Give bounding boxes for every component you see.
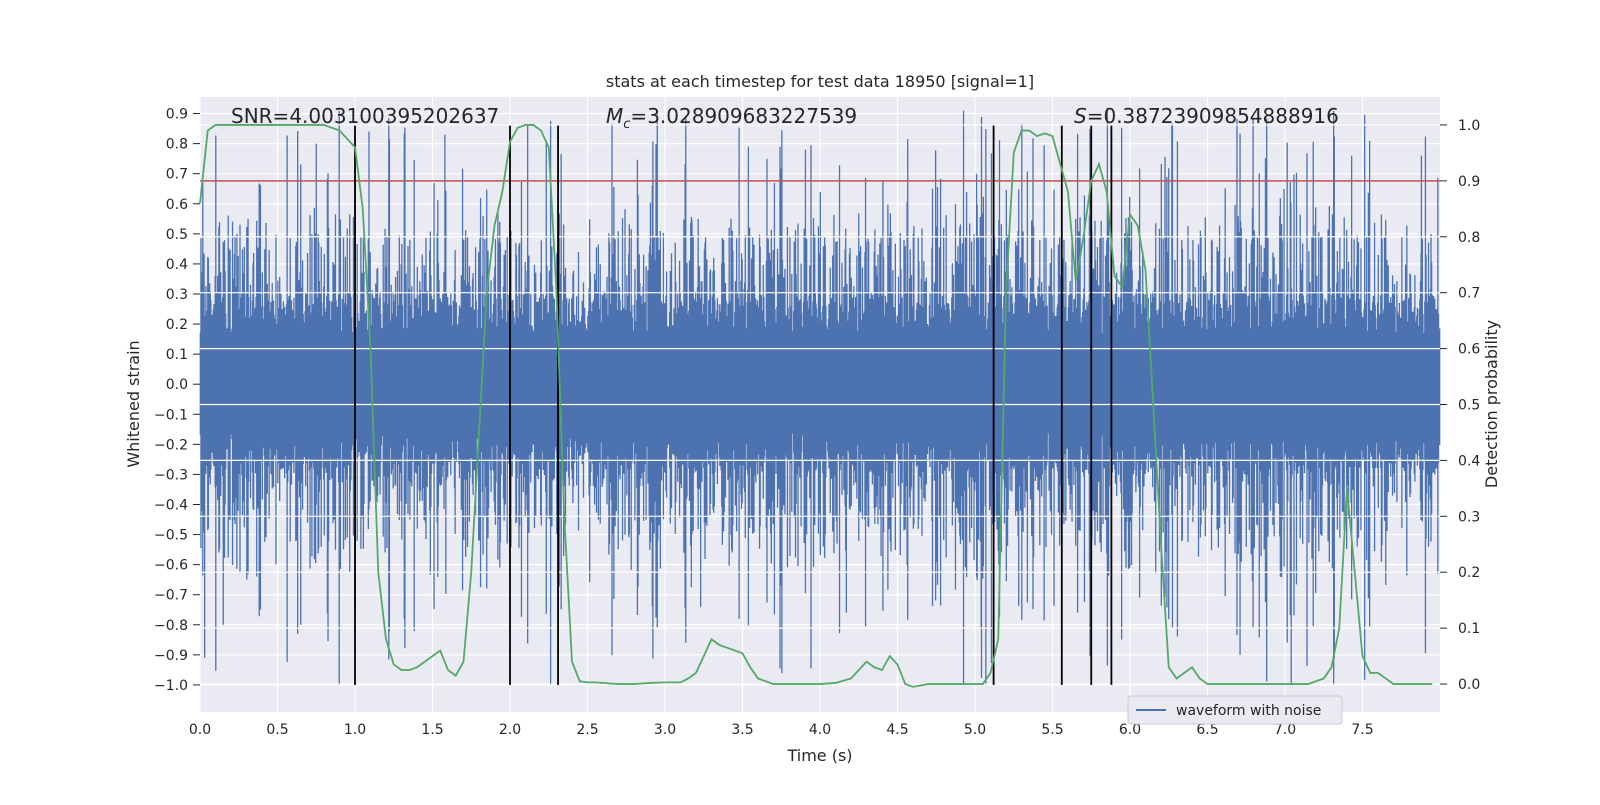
vertical-markers (354, 125, 1113, 685)
y-left-tick-label-11: −0.2 (154, 437, 188, 453)
y-left-axis-label: Whitened strain (124, 340, 143, 467)
y-right-tick-label-3: 0.7 (1458, 286, 1480, 302)
snr-annotation: SNR=4.003100395202637 (231, 104, 499, 128)
y-right-tick-label-4: 0.6 (1458, 342, 1480, 358)
x-tick-label-11: 5.5 (1041, 722, 1063, 738)
y-right-tick-label-6: 0.4 (1458, 453, 1480, 469)
y-left-tick-label-3: 0.6 (166, 197, 188, 213)
y-right-tick-label-10: 0.0 (1458, 677, 1480, 693)
chart-title: stats at each timestep for test data 189… (606, 72, 1034, 91)
x-tick-label-8: 4.0 (809, 722, 831, 738)
y-left-tick-label-19: −1.0 (154, 678, 188, 694)
detection-probability-line (199, 124, 1433, 688)
x-tick-label-4: 2.0 (499, 722, 521, 738)
y-left-tick-label-5: 0.4 (166, 257, 188, 273)
y-right-tick-label-0: 1.0 (1458, 118, 1480, 134)
y-left-tick-label-15: −0.6 (154, 558, 188, 574)
y-right-axis-label: Detection probability (1482, 320, 1501, 488)
x-tick-label-13: 6.5 (1196, 722, 1218, 738)
y-left-tick-label-17: −0.8 (154, 618, 188, 634)
x-tick-label-10: 5.0 (964, 722, 986, 738)
y-left-tick-label-2: 0.7 (166, 167, 188, 183)
y-right-tick-label-9: 0.1 (1458, 621, 1480, 637)
y-right-tick-label-8: 0.2 (1458, 565, 1480, 581)
x-tick-label-7: 3.5 (731, 722, 753, 738)
x-tick-label-3: 1.5 (421, 722, 443, 738)
legend: waveform with noise (1127, 695, 1343, 725)
y-left-tick-label-7: 0.2 (166, 317, 188, 333)
x-tick-labels: 0.0 0.5 1.0 1.5 2.0 2.5 3.0 3.5 4.0 4.5 5.0 5.5 6.0 6… (189, 722, 1374, 738)
y-left-tick-label-6: 0.3 (166, 287, 188, 303)
x-tick-label-15: 7.5 (1351, 722, 1373, 738)
x-tick-label-5: 2.5 (576, 722, 598, 738)
y-left-tick-label-18: −0.9 (154, 648, 188, 664)
y-left-tick-label-12: −0.3 (154, 467, 188, 483)
y-left-tick-label-16: −0.7 (154, 588, 188, 604)
y-left-tick-label-9: 0.0 (166, 377, 188, 393)
y-left-tick-label-4: 0.5 (166, 227, 188, 243)
legend-box (1127, 695, 1343, 725)
x-tick-label-14: 7.0 (1274, 722, 1296, 738)
x-tick-label-9: 4.5 (886, 722, 908, 738)
y-right-tick-label-1: 0.9 (1458, 174, 1480, 190)
waveform-with-noise-line (199, 107, 1441, 685)
y-left-tick-label-8: 0.1 (166, 347, 188, 363)
x-tick-label-12: 6.0 (1119, 722, 1141, 738)
y-left-tick-labels: 0.9 0.8 0.7 0.6 0.5 0.4 0.3 0.2 0.1 0.0 −0.1 −0.2 −0… (154, 107, 200, 694)
y-left-tick-label-10: −0.1 (154, 407, 188, 423)
y-right-tick-labels: 1.0 0.9 0.8 0.7 0.6 0.5 0.4 0.3 0.2 0.1 0.0 (1440, 118, 1480, 693)
x-axis-label: Time (s) (786, 746, 852, 765)
y-left-tick-label-14: −0.5 (154, 528, 188, 544)
legend-entry-waveform: waveform with noise (1176, 703, 1321, 719)
y-right-tick-label-7: 0.3 (1458, 509, 1480, 525)
y-right-tick-label-2: 0.8 (1458, 230, 1480, 246)
y-right-tick-label-5: 0.5 (1458, 398, 1480, 414)
x-tick-label-0: 0.0 (189, 722, 211, 738)
chirp-mass-annotation: Mc=3.028909683227539 (606, 104, 857, 132)
y-left-tick-label-13: −0.4 (154, 497, 188, 513)
x-tick-label-2: 1.0 (344, 722, 366, 738)
x-tick-label-1: 0.5 (266, 722, 288, 738)
x-tick-label-6: 3.0 (654, 722, 676, 738)
y-left-tick-label-1: 0.8 (166, 137, 188, 153)
y-left-tick-label-0: 0.9 (166, 107, 188, 123)
probability-series (199, 124, 1433, 688)
spin-annotation: S=0.38723909854888916 (1074, 104, 1339, 128)
